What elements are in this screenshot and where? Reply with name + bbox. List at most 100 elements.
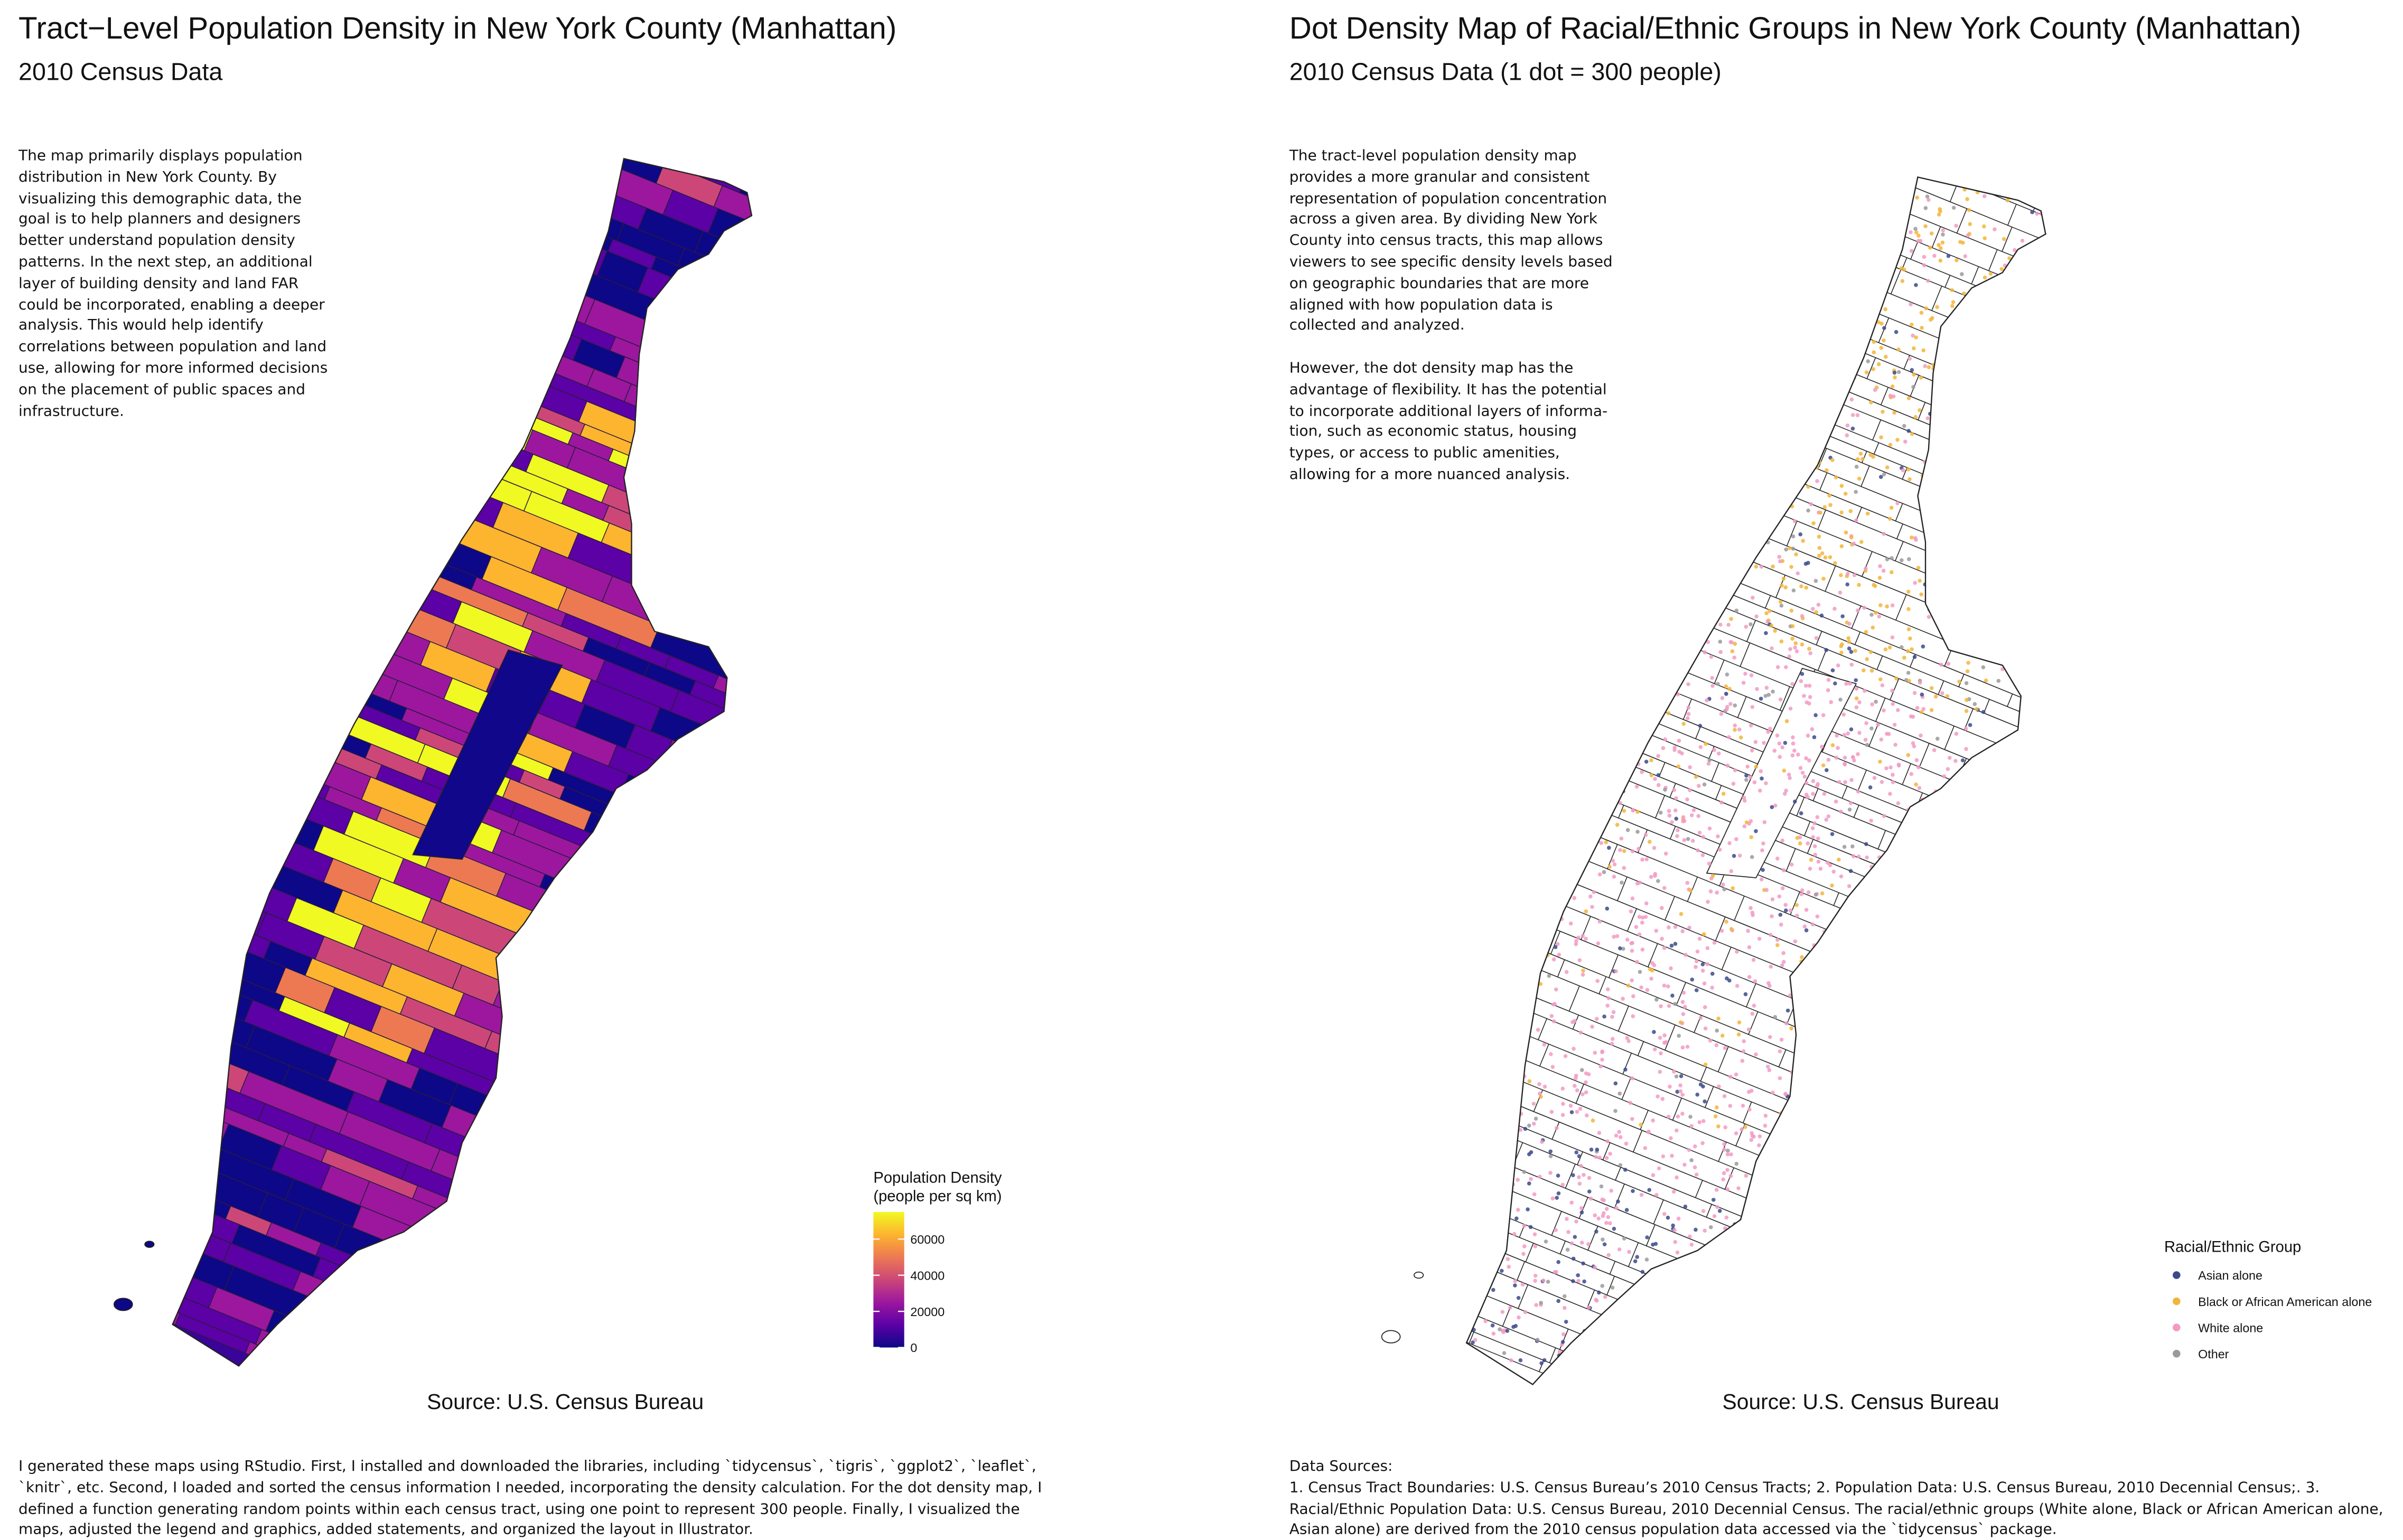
dot — [1727, 687, 1732, 691]
dot — [1407, 1186, 1411, 1190]
dot — [1926, 279, 1930, 283]
dot — [1685, 716, 1690, 720]
tract — [1761, 200, 1831, 239]
dot — [1741, 681, 1746, 685]
dot — [1688, 511, 1693, 515]
dot — [1825, 208, 1829, 212]
dot — [1695, 550, 1699, 554]
dot — [1790, 1183, 1795, 1187]
dot — [1996, 679, 2001, 683]
dot — [1983, 236, 1987, 240]
dot — [1433, 1133, 1437, 1138]
dot — [1532, 1192, 1537, 1197]
dot — [1444, 1111, 1448, 1115]
dot — [2087, 446, 2091, 450]
dot — [1869, 726, 1874, 731]
dot — [1731, 782, 1736, 786]
dot — [1977, 457, 1981, 462]
tract — [532, 1024, 625, 1082]
dot — [1453, 1188, 1457, 1192]
dot — [1878, 603, 1883, 607]
dot — [1872, 340, 1876, 344]
dot — [1798, 841, 1802, 846]
dot — [2137, 337, 2142, 342]
dot — [1944, 599, 1949, 604]
dot — [2123, 287, 2127, 291]
dot — [1411, 1186, 1416, 1190]
dot — [1604, 840, 1609, 844]
dot — [1997, 517, 2002, 522]
dot — [1972, 345, 1977, 350]
dot — [1594, 1229, 1598, 1234]
dot — [1668, 626, 1673, 630]
dot — [1739, 488, 1744, 493]
dot — [1515, 1036, 1520, 1040]
dot — [1589, 1148, 1594, 1152]
dot — [1761, 1266, 1765, 1271]
dot — [1658, 1418, 1662, 1422]
dot — [1635, 621, 1640, 625]
dot — [1965, 374, 1970, 379]
dot — [1863, 738, 1868, 742]
dot — [1768, 727, 1772, 731]
dot — [1728, 1270, 1732, 1275]
dot — [1577, 748, 1582, 753]
dot — [1826, 757, 1831, 762]
tract — [733, 558, 752, 591]
dot — [1574, 939, 1578, 943]
tract — [178, 880, 267, 936]
dot — [1826, 281, 1831, 286]
dot — [1835, 981, 1840, 985]
dot — [1864, 721, 1868, 726]
dot — [1650, 612, 1654, 616]
dot — [1892, 877, 1896, 882]
dot — [1839, 992, 1844, 997]
tract — [1491, 852, 1550, 897]
dot — [2054, 477, 2059, 481]
dot — [1992, 437, 1996, 441]
dot — [1878, 475, 1883, 479]
dot — [1986, 414, 1991, 419]
dot — [1662, 946, 1667, 950]
dot — [1856, 790, 1860, 794]
dot — [1848, 869, 1853, 874]
dot — [1574, 1150, 1579, 1154]
dot — [1804, 781, 1809, 785]
dot — [1514, 925, 1519, 930]
dot — [1593, 1213, 1597, 1218]
dot — [1644, 674, 1649, 678]
tract — [1703, 1272, 1798, 1332]
dot — [1983, 547, 1987, 551]
dot — [1854, 696, 1859, 701]
dot — [1403, 1300, 1407, 1304]
dot — [1694, 1322, 1699, 1327]
dot — [1825, 468, 1829, 473]
dot — [1611, 1010, 1616, 1015]
dot — [1961, 580, 1966, 585]
dot — [1701, 932, 1706, 936]
dot — [1560, 1182, 1565, 1187]
dot — [1842, 976, 1847, 980]
dot — [1830, 883, 1834, 888]
dot — [1617, 1130, 1621, 1134]
tract — [414, 446, 495, 496]
tract — [312, 1257, 395, 1307]
dot — [1640, 947, 1645, 952]
dot — [1888, 443, 1893, 447]
dot — [1565, 1217, 1569, 1221]
dot — [1581, 934, 1585, 938]
dot — [1769, 623, 1774, 628]
dot — [1701, 1281, 1706, 1286]
tract — [1846, 191, 1895, 230]
footer-note-box: I generated these maps using RStudio. Fi… — [18, 1458, 1042, 1539]
dot — [1690, 978, 1695, 982]
tract — [172, 1293, 181, 1326]
dot — [1804, 1150, 1808, 1154]
dot — [1715, 1105, 1719, 1110]
dot — [1770, 897, 1775, 902]
tract — [2043, 384, 2046, 438]
dot — [1716, 752, 1721, 756]
dot — [1639, 1192, 1644, 1197]
dot — [2028, 495, 2033, 499]
dot — [1857, 700, 1862, 705]
